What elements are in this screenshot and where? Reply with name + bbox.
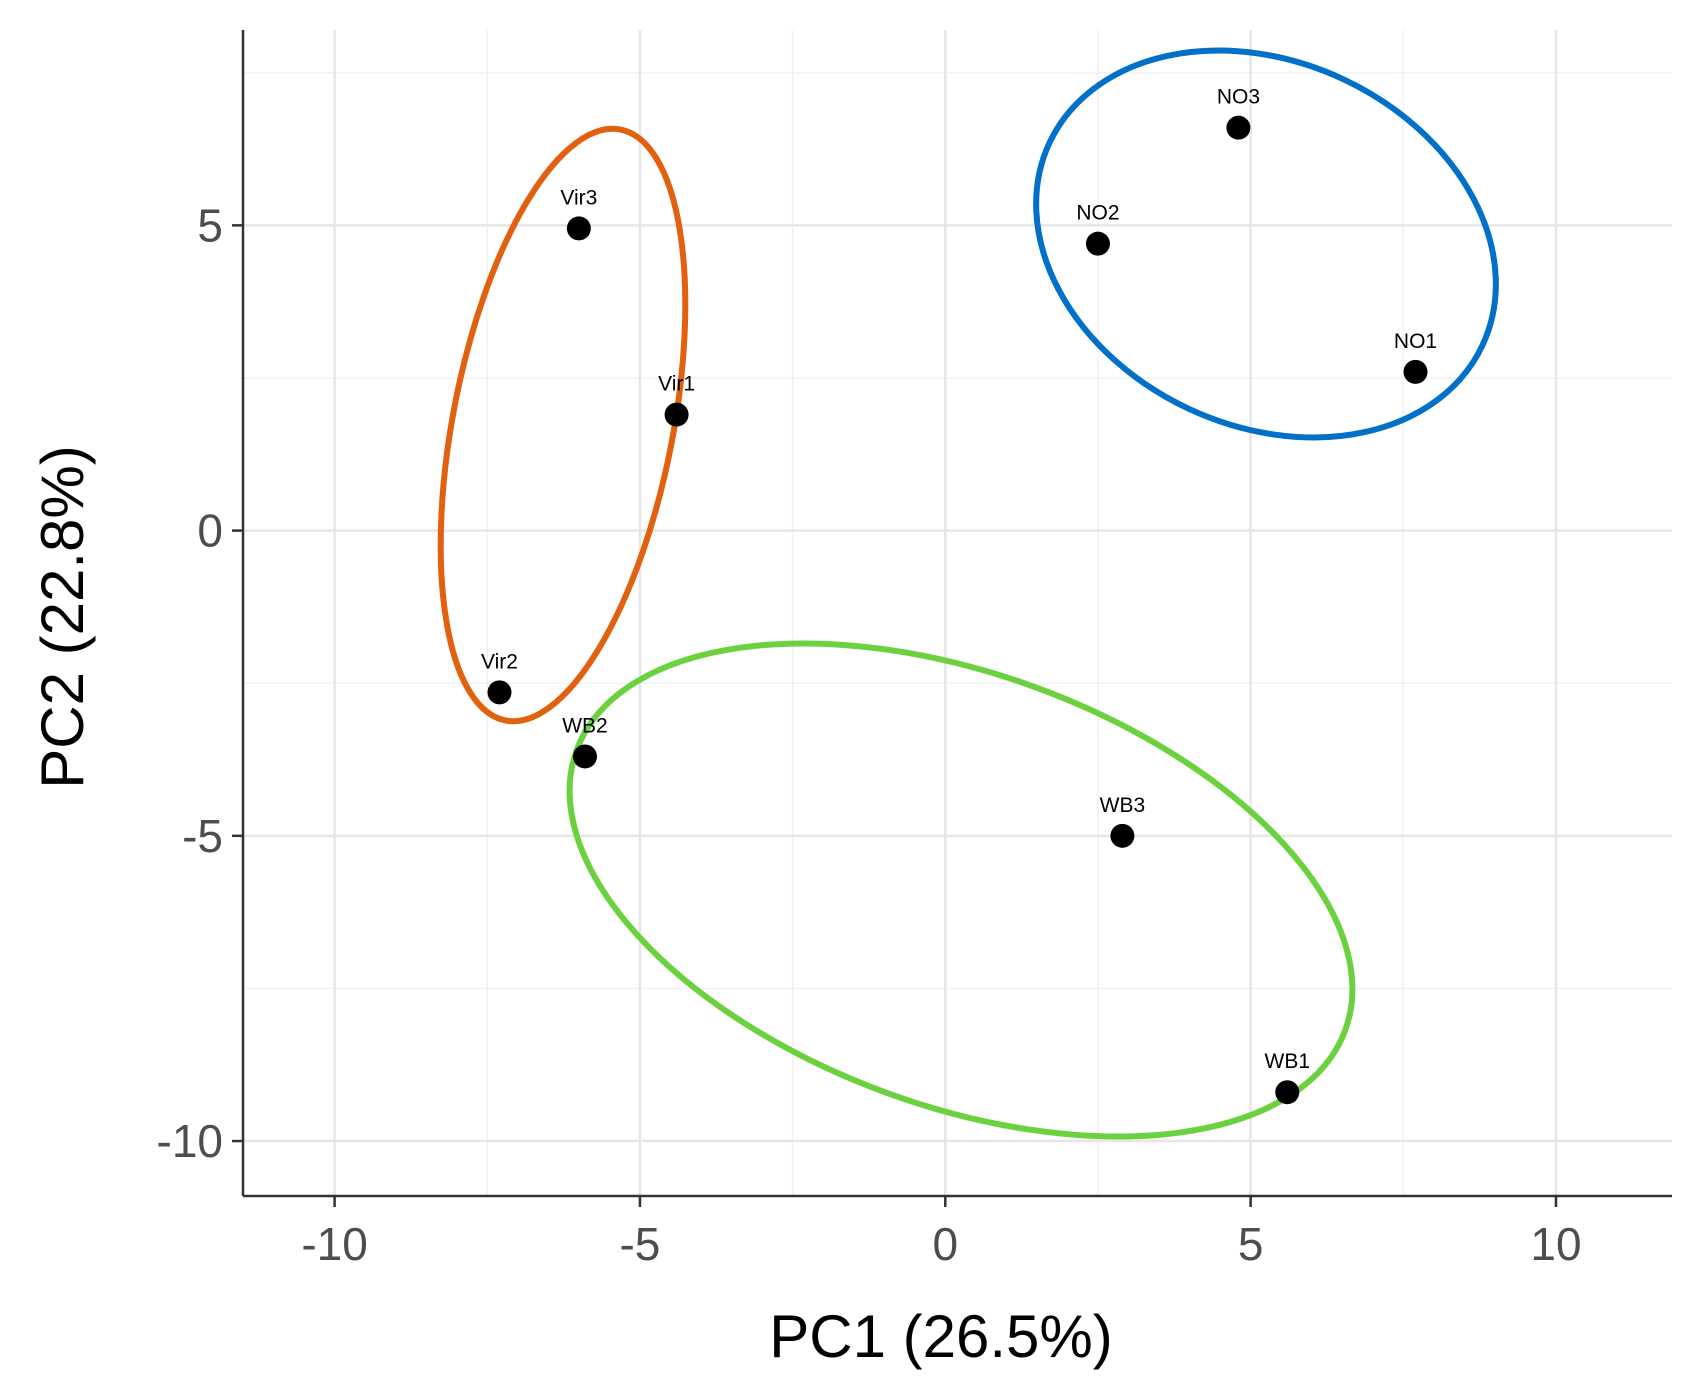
x-tick-label: -10 — [301, 1218, 367, 1270]
point-wb2 — [572, 744, 597, 769]
point-vir2 — [487, 680, 512, 705]
point-label-wb2: WB2 — [562, 714, 608, 737]
y-tick-label: 0 — [197, 505, 223, 557]
point-label-vir1: Vir1 — [658, 373, 695, 396]
point-label-wb3: WB3 — [1100, 794, 1146, 817]
point-no1 — [1403, 359, 1428, 384]
point-wb3 — [1110, 823, 1135, 848]
x-tick-label: 10 — [1530, 1218, 1581, 1270]
ellipse-no — [1033, 47, 1499, 441]
point-label-vir2: Vir2 — [481, 650, 518, 673]
point-no3 — [1226, 115, 1251, 140]
x-tick-label: 5 — [1238, 1218, 1264, 1270]
point-vir3 — [566, 216, 591, 241]
x-tick-label: 0 — [932, 1218, 958, 1270]
y-tick-label: -10 — [157, 1115, 223, 1167]
point-label-vir3: Vir3 — [560, 186, 597, 209]
point-label-wb1: WB1 — [1265, 1050, 1311, 1073]
grid-lines — [243, 30, 1672, 1196]
point-wb1 — [1275, 1080, 1300, 1105]
point-label-no3: NO3 — [1217, 86, 1260, 109]
y-tick-label: -5 — [182, 810, 223, 862]
x-axis-title: PC1 (26.5%) — [769, 1303, 1112, 1370]
point-label-no2: NO2 — [1076, 202, 1119, 225]
group-ellipses — [437, 47, 1499, 1140]
axes: -10 -5 0 5 10 -10 -5 0 5 — [157, 30, 1672, 1270]
point-label-no1: NO1 — [1394, 330, 1437, 353]
ellipse-vir — [437, 125, 689, 725]
data-points: Vir1 Vir2 Vir3 WB1 WB2 WB3 NO1 NO2 NO3 — [481, 86, 1437, 1105]
y-tick-label: 5 — [197, 199, 223, 251]
x-tick-label: -5 — [619, 1218, 660, 1270]
point-no2 — [1085, 231, 1110, 256]
point-vir1 — [664, 402, 689, 427]
y-axis-title: PC2 (22.8%) — [29, 445, 96, 788]
